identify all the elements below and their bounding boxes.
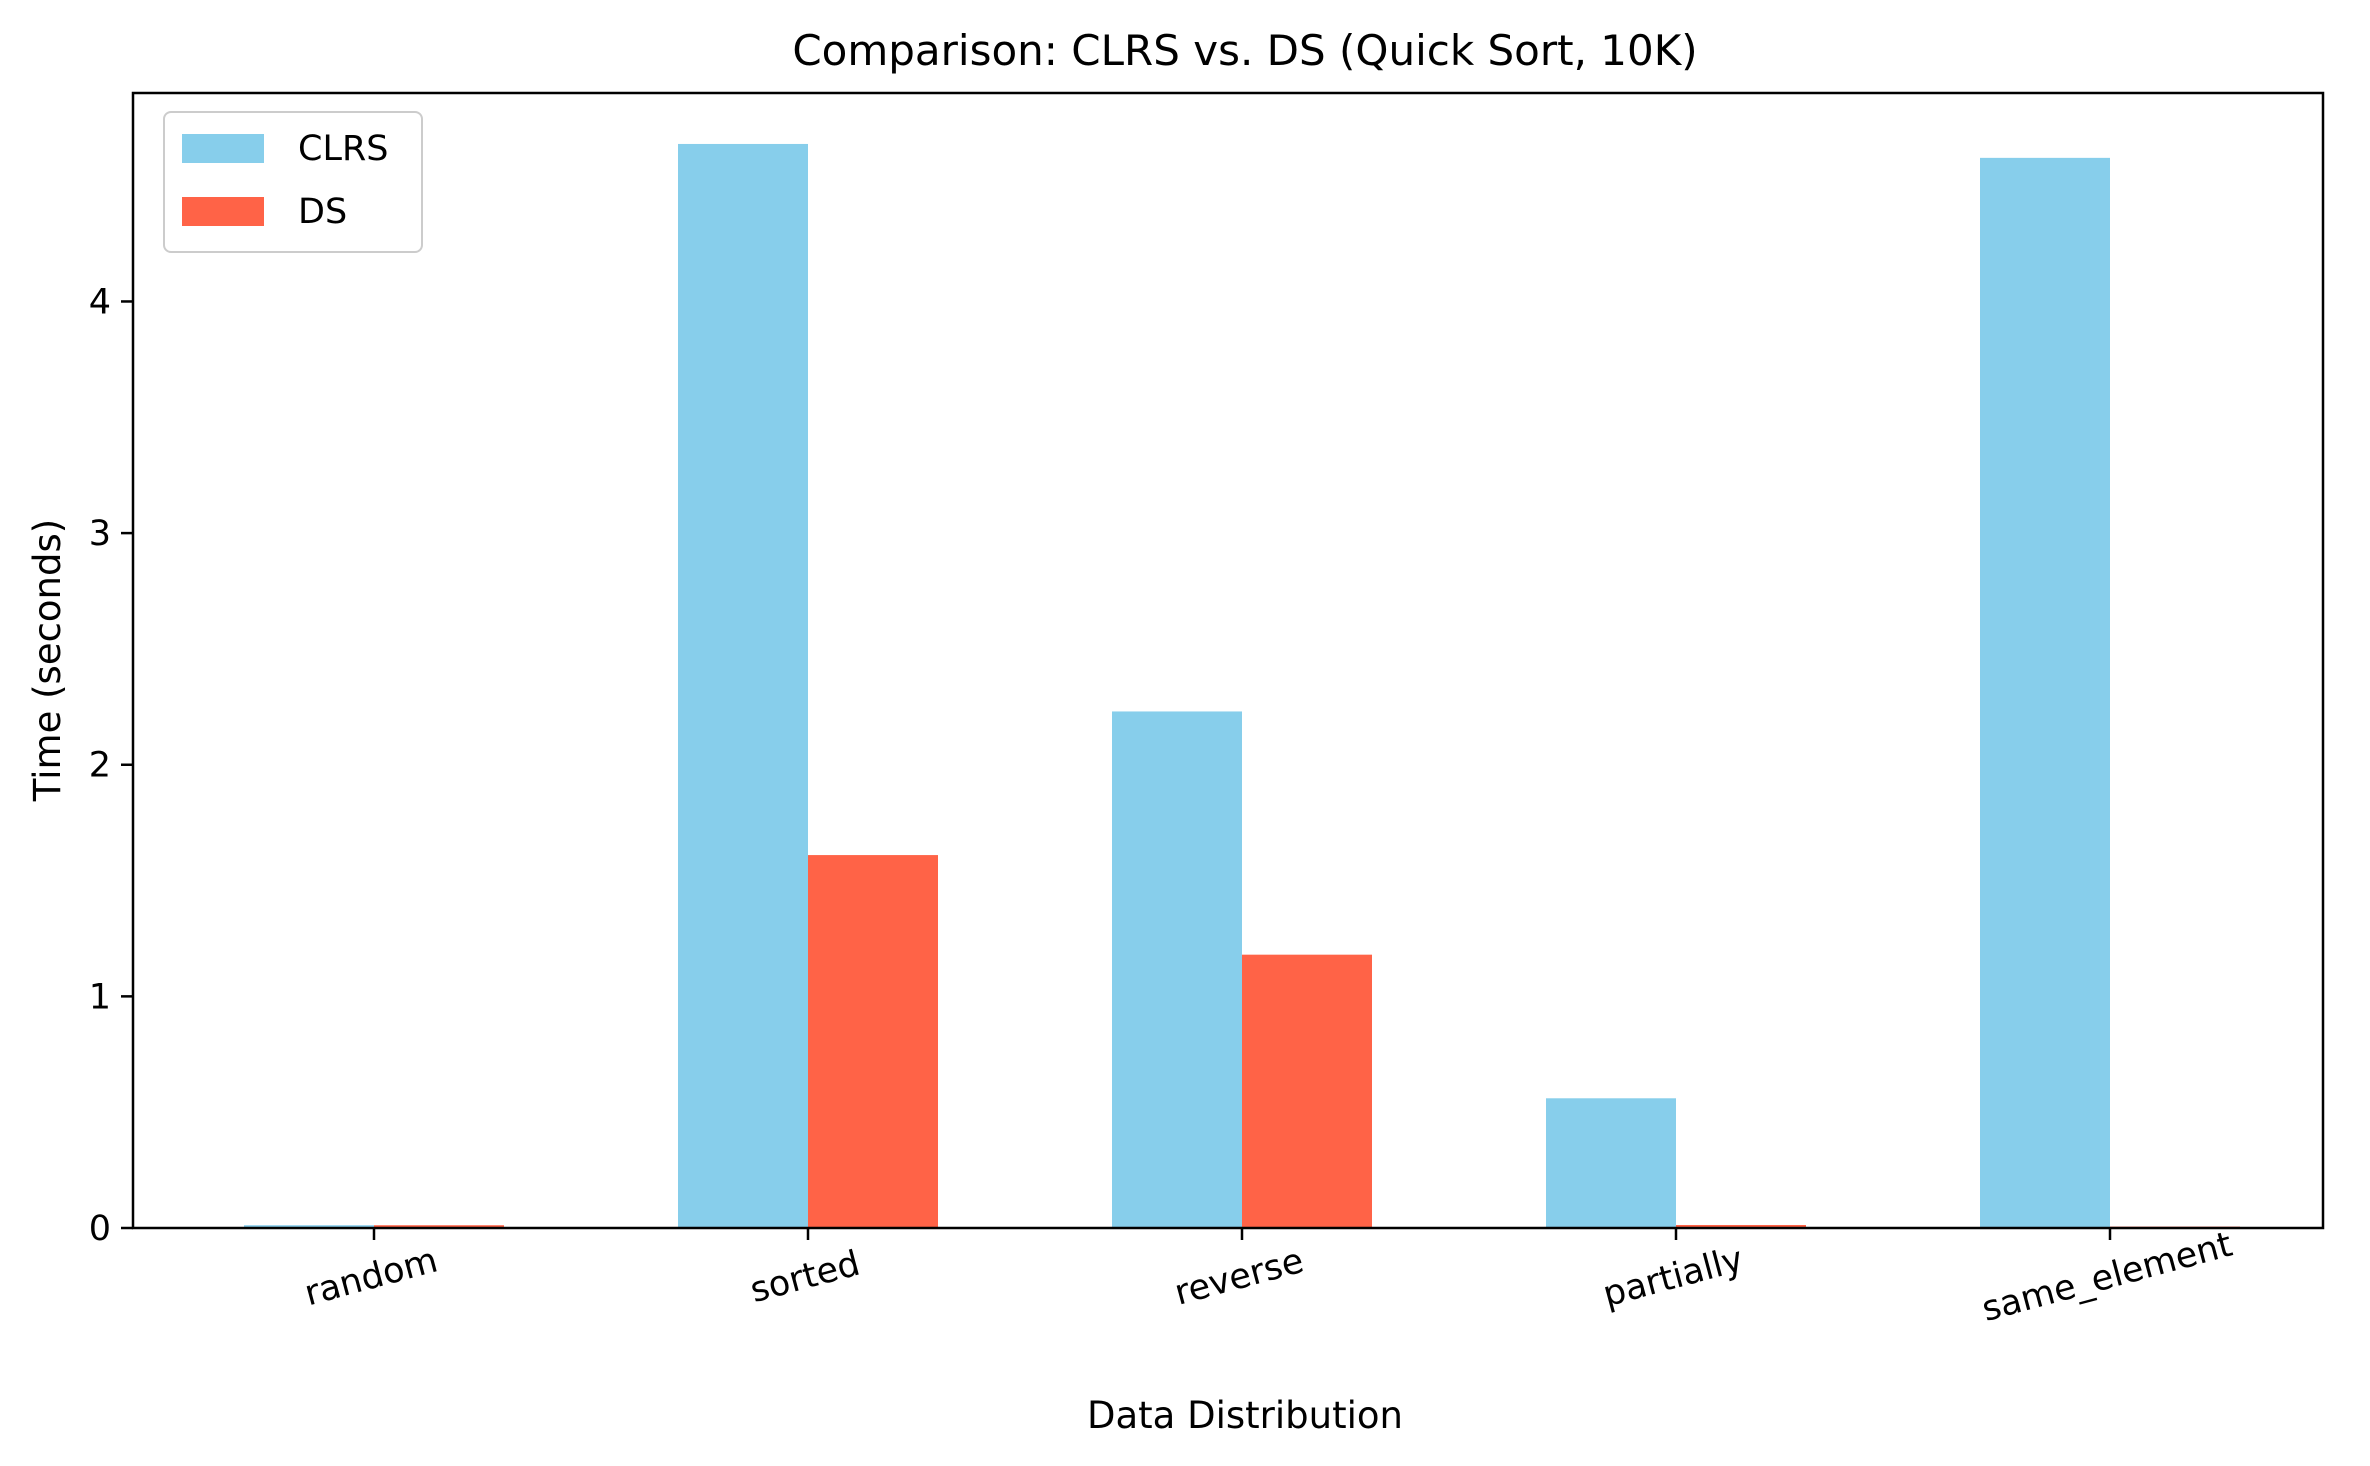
y-tick-label: 2 xyxy=(89,746,111,786)
chart-title: Comparison: CLRS vs. DS (Quick Sort, 10K… xyxy=(792,26,1697,75)
bar-ds-reverse xyxy=(1242,954,1372,1228)
bar-clrs-same_element xyxy=(1980,157,2110,1228)
legend-label-ds: DS xyxy=(298,192,347,232)
y-tick-label: 4 xyxy=(89,282,111,322)
bar-clrs-random xyxy=(244,1225,374,1228)
legend-label-clrs: CLRS xyxy=(298,129,388,169)
bar-clrs-partially xyxy=(1546,1098,1676,1228)
y-axis-label: Time (seconds) xyxy=(26,519,69,802)
x-axis-label: Data Distribution xyxy=(1087,1394,1403,1437)
y-tick-label: 0 xyxy=(89,1209,111,1249)
y-tick-label: 1 xyxy=(89,977,111,1017)
bar-ds-partially xyxy=(1676,1224,1806,1228)
legend-swatch-clrs xyxy=(182,134,264,163)
bars-layer xyxy=(244,143,2240,1228)
legend: CLRS DS xyxy=(163,111,423,253)
plot-frame xyxy=(131,91,2325,1230)
bar-clrs-reverse xyxy=(1112,711,1242,1228)
bar-ds-sorted xyxy=(808,855,938,1228)
legend-swatch-ds xyxy=(182,197,264,226)
y-axis: 0 1 2 3 4 xyxy=(89,282,133,1249)
y-tick-label: 3 xyxy=(89,514,111,554)
bar-clrs-sorted xyxy=(678,143,808,1228)
bar-ds-random xyxy=(374,1225,504,1228)
